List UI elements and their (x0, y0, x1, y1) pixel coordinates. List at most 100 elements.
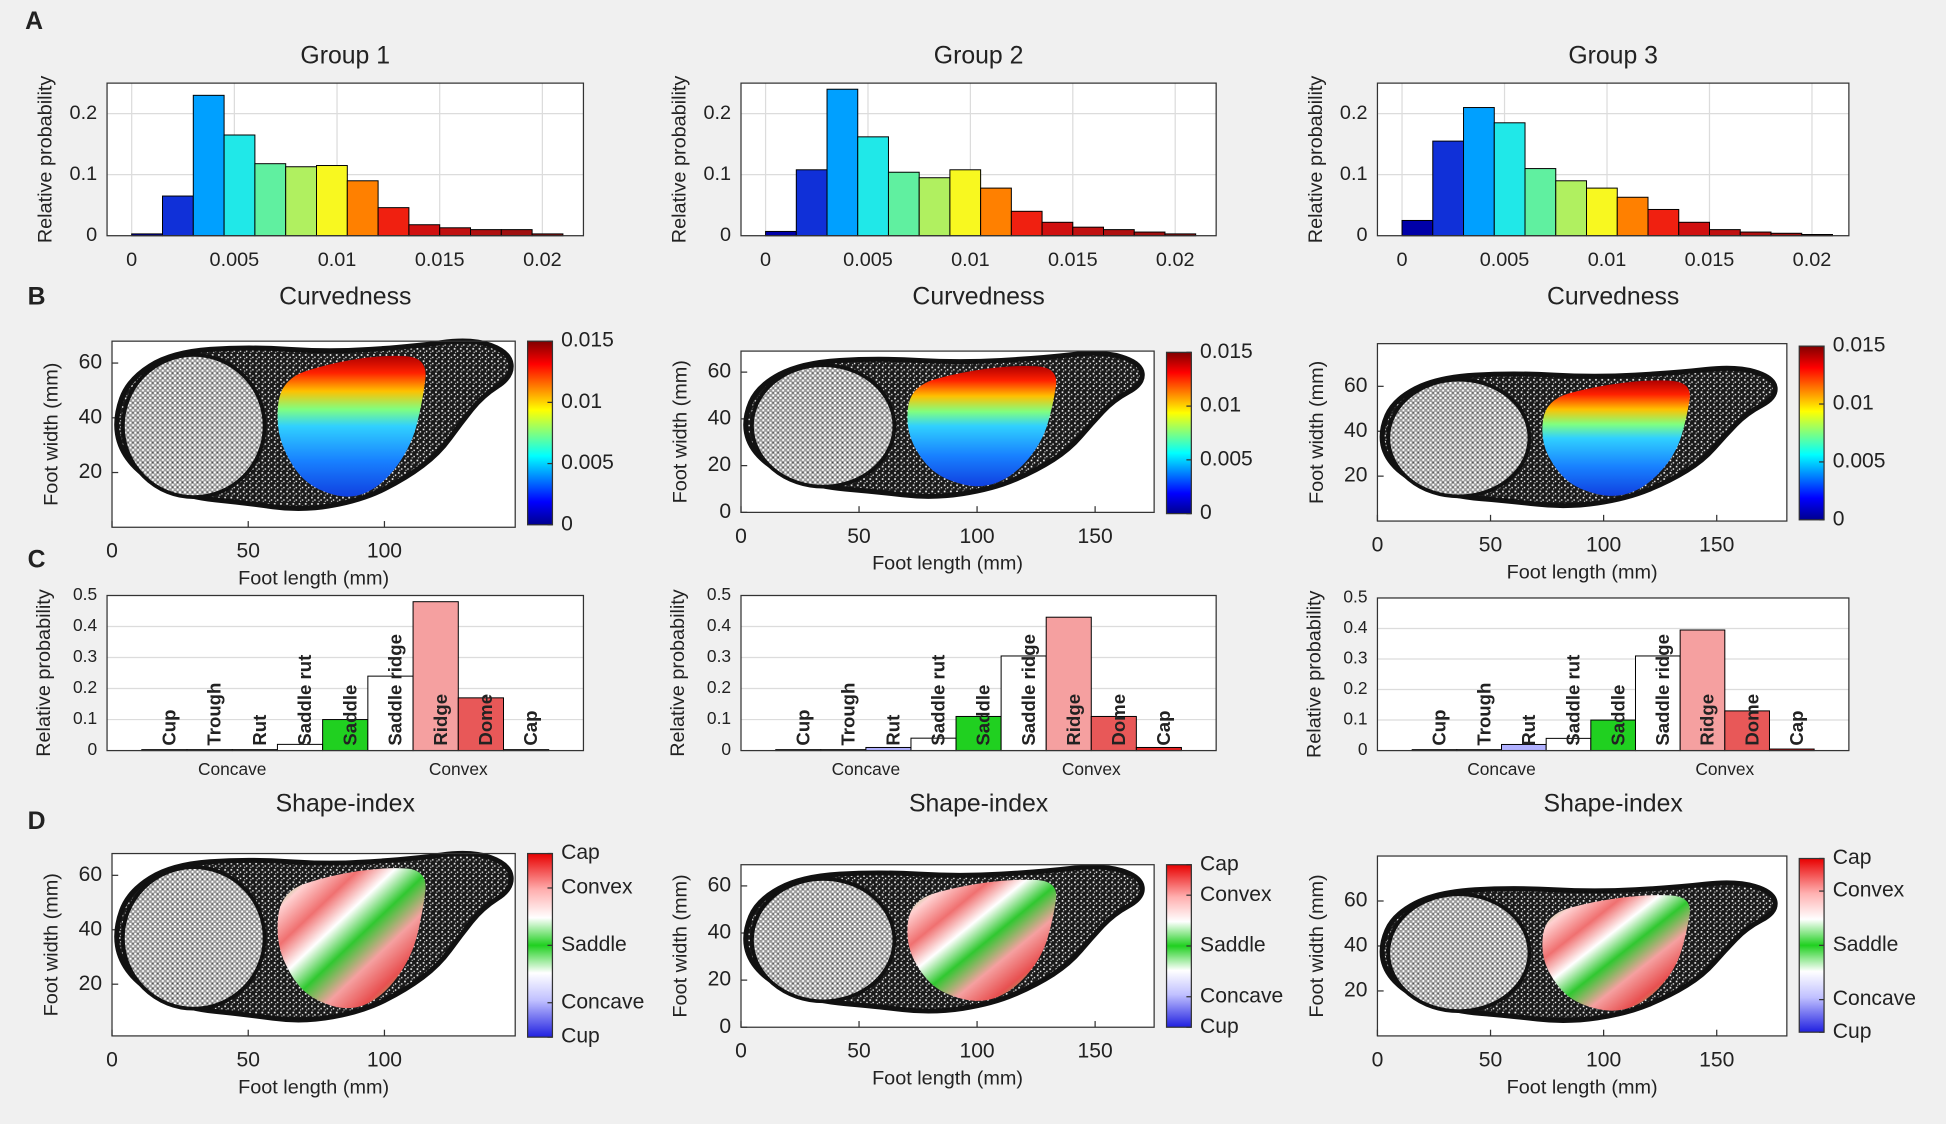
colorbar-tick-label: Cap (1833, 846, 1872, 869)
category-label: Saddle (973, 685, 994, 746)
x-axis-label: Foot length (mm) (872, 1068, 1023, 1090)
y-tick-label: 0.2 (707, 677, 731, 697)
y-axis-label: Relative probability (34, 76, 56, 244)
y-tick-label: 0.1 (70, 163, 98, 185)
histogram-bar (470, 229, 502, 237)
heel (121, 865, 267, 1011)
x-tick-label: 0.005 (843, 249, 893, 271)
y-tick-label: 0.3 (707, 646, 731, 666)
y-tick-label: 0 (720, 224, 731, 246)
axes-frame (106, 594, 585, 752)
histogram-bar (1401, 219, 1434, 237)
histogram-bar (377, 207, 410, 237)
category-label: Dome (1741, 694, 1762, 746)
x-tick-label: 0 (1372, 1048, 1384, 1071)
colorbar-tick-label: Concave (1833, 987, 1916, 1010)
axes-frame (111, 340, 516, 528)
histogram-bar (500, 229, 533, 237)
y-axis-label: Relative probability (667, 589, 689, 757)
group-label: Concave (832, 759, 901, 779)
y-tick-label: 0 (86, 224, 97, 246)
x-axis-label: Foot length (mm) (238, 568, 389, 590)
histogram-bar (857, 136, 889, 237)
y-tick-label: 0 (721, 739, 731, 759)
colorbar-tick-label: 0 (561, 512, 573, 535)
histogram-bar (1463, 107, 1495, 237)
category-label: Cup (792, 709, 813, 745)
heel (121, 352, 267, 500)
y-tick-label: 60 (1344, 889, 1367, 912)
colorbar-tick-label: 0.015 (1200, 340, 1253, 363)
colorbar (526, 340, 554, 526)
y-tick-label: 0 (1356, 224, 1367, 246)
colorbar-tick-label: 0.01 (1833, 392, 1874, 415)
y-tick-label: 0 (719, 1015, 731, 1038)
x-tick-label: 50 (847, 1040, 870, 1063)
axes-frame (1376, 597, 1850, 752)
colorbar-tick-label: 0.015 (561, 329, 614, 352)
y-axis-label: Foot width (mm) (670, 874, 692, 1017)
axes-frame (1376, 855, 1788, 1037)
axes-frame (1376, 82, 1850, 237)
y-tick-label: 0.3 (73, 646, 97, 666)
category-label: Saddle ridge (1652, 634, 1673, 746)
x-tick-label: 100 (959, 1040, 994, 1063)
panel-label: A (25, 8, 43, 35)
histogram-bar (408, 224, 441, 237)
colorbar-tick-label: Cup (1200, 1015, 1239, 1038)
x-tick-label: 150 (1699, 1048, 1734, 1071)
x-tick-label: 0.015 (1048, 249, 1098, 271)
y-tick-label: 0.2 (1340, 102, 1368, 124)
colorbar-tick-label: Saddle (1833, 933, 1899, 956)
y-tick-label: 20 (79, 972, 102, 995)
panel-label: D (28, 808, 46, 835)
y-tick-label: 40 (708, 921, 731, 944)
y-tick-label: 0.1 (1340, 163, 1368, 185)
heel (750, 363, 897, 489)
y-tick-label: 20 (1344, 464, 1367, 487)
surface-map (277, 355, 426, 497)
x-tick-label: 100 (1586, 533, 1621, 556)
colorbar-tick-label: Cap (561, 841, 600, 864)
colorbar-tick-label: 0.015 (1833, 334, 1886, 357)
y-tick-label: 20 (708, 453, 731, 476)
histogram-bar (1103, 229, 1135, 237)
histogram-bar (223, 134, 256, 237)
y-tick-label: 0.1 (704, 163, 732, 185)
y-tick-label: 0 (87, 739, 97, 759)
x-tick-label: 0 (106, 1048, 118, 1071)
histogram-bar (1647, 208, 1680, 237)
x-tick-label: 0 (760, 249, 771, 271)
bar (1090, 715, 1137, 752)
x-tick-label: 0.015 (1685, 249, 1735, 271)
y-tick-label: 40 (79, 917, 102, 940)
histogram-bar (1586, 187, 1618, 237)
colorbar-tick-label: 0.005 (561, 451, 614, 474)
histogram-bar (316, 165, 348, 237)
x-tick-label: 0.01 (318, 249, 357, 271)
x-axis-label: Shape-index (909, 791, 1049, 818)
surface-map (907, 879, 1057, 1001)
category-label: Saddle (339, 685, 360, 746)
category-label: Dome (475, 694, 496, 746)
group-label: Convex (1062, 759, 1121, 779)
y-tick-label: 0.4 (73, 615, 97, 635)
category-label: Saddle ridge (385, 634, 406, 746)
y-tick-label: 0.2 (704, 102, 732, 124)
x-axis-label: Foot length (mm) (1507, 561, 1658, 583)
category-label: Saddle rut (928, 655, 949, 746)
y-axis-label: Foot width (mm) (41, 873, 63, 1016)
x-tick-label: 50 (847, 525, 870, 548)
category-label: Rut (883, 715, 904, 746)
group-label: Concave (198, 759, 267, 779)
bar (1045, 616, 1092, 752)
colorbar-tick-label: 0 (1833, 507, 1845, 530)
x-axis-label: Foot length (mm) (1507, 1076, 1658, 1098)
y-axis-label: Relative probability (668, 76, 690, 244)
category-label: Saddle ridge (1018, 634, 1039, 746)
category-label: Trough (204, 683, 225, 746)
histogram-bar (795, 169, 828, 237)
y-tick-label: 40 (1344, 934, 1367, 957)
histogram-bar (1555, 180, 1588, 237)
